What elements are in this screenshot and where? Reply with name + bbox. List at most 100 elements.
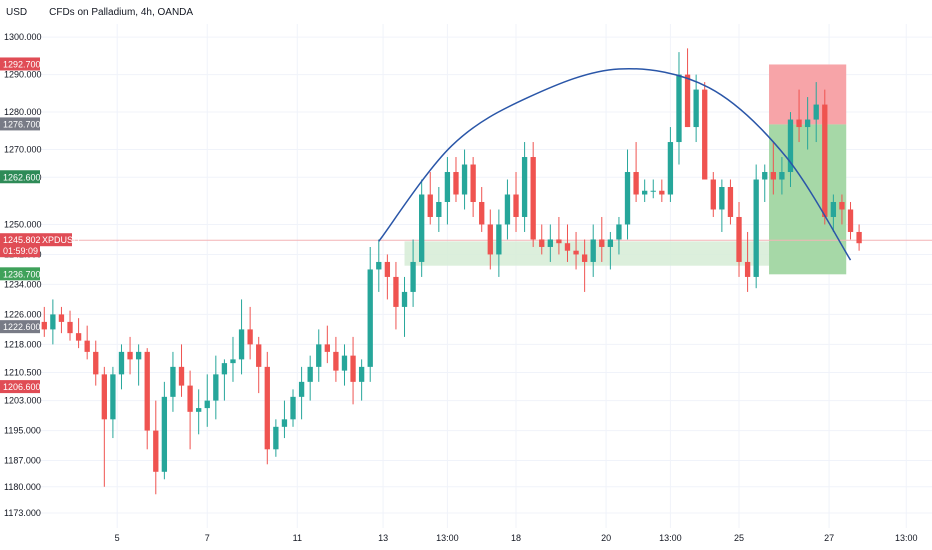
price-tag-bg (0, 267, 40, 281)
candle (762, 164, 768, 202)
candle-body (616, 224, 622, 240)
candle (822, 89, 828, 225)
candle-body (358, 366, 365, 382)
candle-body (736, 216, 742, 262)
candle-body (58, 314, 65, 322)
x-tick-label: 18 (511, 533, 521, 543)
candle (453, 157, 459, 202)
candle-body (161, 396, 168, 472)
candle-body (667, 142, 674, 195)
symbol-tag-bg (40, 233, 72, 247)
candle-body (410, 261, 416, 292)
candle-body (847, 209, 854, 232)
candle-body (453, 172, 459, 195)
candle (521, 142, 528, 232)
candle-body (479, 201, 485, 225)
candle (273, 419, 279, 457)
candle (350, 336, 356, 405)
candle (178, 344, 185, 397)
candle (298, 366, 305, 420)
candle-body (401, 291, 408, 307)
candle (624, 149, 631, 240)
candle-body (633, 172, 639, 195)
x-tick-label: 7 (205, 533, 210, 543)
candle (333, 336, 339, 382)
price-tag-label: 1292.700 (3, 59, 41, 69)
price-tag-label: 1236.700 (3, 269, 41, 279)
candle (161, 381, 168, 480)
candle-body (307, 366, 313, 382)
candle (564, 224, 571, 262)
y-tick-label: 1250.000 (4, 219, 42, 229)
candle (324, 325, 330, 364)
candle (247, 306, 253, 360)
y-tick-label: 1218.000 (4, 339, 42, 349)
candle-body (762, 172, 768, 180)
price-tag-label: 1206.600 (3, 382, 41, 392)
candle-body (247, 329, 253, 345)
candle-body (350, 355, 356, 382)
candle (581, 239, 588, 292)
candle-body (461, 164, 468, 195)
candle (727, 179, 734, 225)
x-tick-label: 13:00 (436, 533, 459, 543)
candle-body (719, 187, 725, 210)
candle-body (710, 179, 716, 210)
candle-body (504, 194, 511, 225)
candle-body (599, 239, 605, 247)
candle (693, 74, 699, 143)
candle (702, 82, 708, 180)
candle-body (324, 344, 330, 352)
candle (642, 179, 648, 202)
candle (110, 366, 116, 439)
candle-body (384, 261, 391, 277)
candle (358, 359, 365, 401)
candle-body (127, 351, 133, 360)
candle-body (238, 329, 245, 360)
price-tag-stop: 1292.700 (0, 57, 41, 71)
y-tick-label: 1290.000 (4, 70, 42, 80)
candle-body (444, 172, 451, 202)
candle-body (256, 344, 262, 367)
y-tick-label: 1226.000 (4, 309, 42, 319)
candle-body (187, 385, 193, 412)
candle (135, 344, 142, 386)
y-tick-label: 1173.000 (4, 508, 41, 518)
price-tag-label: 1222.600 (3, 322, 41, 332)
y-tick-label: 1300.000 (4, 32, 42, 42)
candle (341, 344, 348, 386)
candle (436, 187, 442, 232)
candle (419, 179, 425, 277)
x-tick-label: 25 (734, 533, 744, 543)
candle (238, 299, 245, 375)
x-tick-label: 13 (378, 533, 388, 543)
candle (804, 97, 811, 150)
x-tick-label: 5 (115, 533, 120, 543)
candle-body (521, 157, 528, 217)
y-tick-label: 1210.500 (4, 367, 42, 377)
price-tag-countdown: 01:59:09 (3, 246, 38, 256)
candle (67, 310, 73, 341)
candle (281, 400, 288, 439)
candle (539, 224, 545, 255)
y-tick-label: 1180.000 (4, 482, 41, 492)
candle-body (779, 172, 785, 180)
candle (144, 348, 150, 450)
price-tags: 1292.700 1276.700 1262.600 1245.80201:59:09… (0, 57, 41, 394)
price-tag-bg (0, 57, 40, 71)
candle (58, 306, 65, 334)
price-tag-bg (0, 233, 40, 258)
candle-body (590, 239, 596, 262)
candle-body (684, 74, 691, 128)
candle-body (170, 366, 176, 397)
candle-body (316, 344, 322, 367)
x-axis: 5 7 11 13 13:00 18 20 13:00 25 27 13:00 (115, 533, 918, 543)
candle (684, 48, 691, 128)
candle (573, 231, 579, 270)
candle-body (221, 363, 228, 375)
candle-body (118, 351, 125, 375)
candle (710, 172, 716, 217)
candle-body (856, 231, 862, 244)
candle-body (84, 340, 90, 352)
